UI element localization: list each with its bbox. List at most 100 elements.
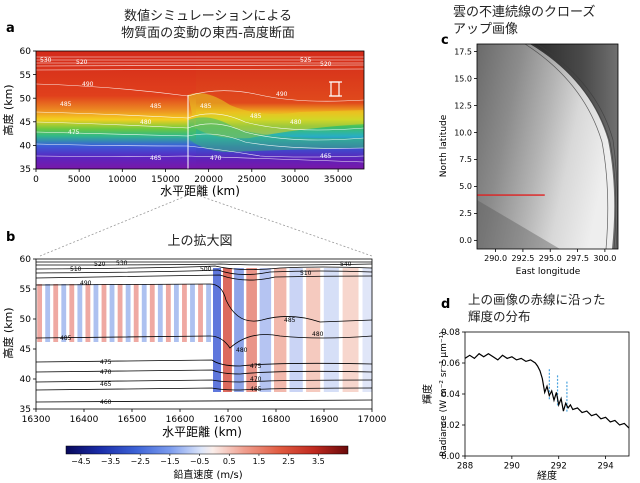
colorbar-tick-label: 1.5: [253, 457, 266, 466]
panel-c-xtick-label: 292.5: [511, 254, 534, 263]
velocity-stripe: [125, 284, 131, 342]
panel-a-title-line1: 数値シミュレーションによる: [124, 8, 292, 24]
svg-text:485: 485: [200, 103, 212, 110]
velocity-stripe: [289, 268, 303, 392]
panel-a-ytick-label: 45: [20, 118, 31, 128]
velocity-stripe: [190, 284, 195, 342]
velocity-stripe: [101, 284, 107, 342]
panel-c-axes: 290.0 292.5 295.0 297.5 300.0 0.0 2.5 5.0 7.5 10.…: [454, 47, 616, 263]
velocity-stripe: [198, 284, 203, 342]
svg-text:520: 520: [94, 261, 106, 268]
panel-c-xtick-label: 300.0: [593, 254, 616, 263]
velocity-stripe: [85, 284, 91, 342]
panel-d-title-line2: 輝度の分布: [468, 309, 531, 324]
svg-text:465: 465: [150, 155, 162, 162]
velocity-stripe: [384, 268, 402, 392]
svg-text:490: 490: [276, 91, 288, 98]
colorbar-tick-label: −0.5: [190, 457, 209, 466]
panel-a-xlabel: 水平距離 (km): [160, 184, 240, 198]
panel-b-ytick-label: 45: [20, 345, 31, 355]
svg-text:540: 540: [340, 261, 352, 268]
panel-b-xtick-label: 16800: [262, 415, 291, 425]
panel-a-ytick-label: 50: [20, 94, 32, 104]
panel-b-xtick-label: 16300: [22, 415, 51, 425]
panel-a-ytick-label: 55: [20, 71, 31, 81]
panel-c-ytick-label: 0.0: [459, 236, 472, 245]
panel-c-ylabel: North latitude: [439, 114, 449, 177]
panel-b-contours: [36, 261, 372, 403]
panel-d-axes: 288 290 292 294 0.00 0.02 0.04 0.06 0.08: [441, 328, 614, 472]
panel-b-letter: b: [6, 230, 15, 245]
panel-b-xtick-label: 17000: [358, 415, 387, 425]
svg-text:485: 485: [60, 101, 72, 108]
panel-c-title-line1: 雲の不連続線のクローズ: [453, 4, 595, 20]
panel-b-xtick-label: 16900: [310, 415, 339, 425]
panel-a-xtick-label: 5000: [68, 175, 91, 185]
panel-a-xtick-label: 25000: [237, 175, 266, 185]
panel-d-xtick-label: 290: [504, 462, 520, 472]
panel-a-xtick-label: 20000: [194, 175, 223, 185]
velocity-stripe: [77, 284, 83, 342]
panel-a-ylabel: 高度 (km): [1, 84, 15, 135]
svg-text:490: 490: [80, 280, 92, 287]
svg-text:510: 510: [70, 266, 82, 273]
panel-c-ytick-label: 7.5: [459, 155, 472, 164]
panel-a-heatmap: 530 520 525 520 490 490 485 485 485 485 480 475 4…: [36, 51, 364, 169]
svg-text:475: 475: [100, 359, 112, 366]
velocity-stripe: [149, 284, 155, 342]
velocity-stripe: [234, 268, 244, 392]
panel-d-letter: d: [441, 297, 450, 312]
panel-b-velocity-field: [37, 268, 402, 392]
panel-b-axes: 16300 16400 16500 16600 16700 16800 16900 17000…: [20, 255, 387, 425]
panel-b-ytick-label: 50: [20, 315, 32, 325]
panel-d: d 上の画像の赤線に沿った 輝度の分布 288 290 292 294 0.00 0.02…: [421, 292, 630, 482]
svg-text:520: 520: [320, 61, 332, 68]
panel-a-ytick-label: 40: [20, 142, 32, 152]
panel-c-ytick-label: 15.0: [454, 74, 472, 83]
svg-text:470: 470: [100, 369, 112, 376]
panel-c-xtick-label: 297.5: [566, 254, 589, 263]
colorbar-tick-label: −3.5: [101, 457, 120, 466]
velocity-stripe: [342, 268, 359, 392]
panel-a-ytick-label: 35: [20, 165, 31, 175]
velocity-stripe: [323, 268, 339, 392]
svg-text:465: 465: [250, 386, 262, 393]
panel-c: c 雲の不連続線のクローズ アップ画像 290.0 292.5 295.0 297.5…: [439, 4, 619, 277]
svg-text:465: 465: [100, 381, 112, 388]
panel-b-ytick-label: 40: [20, 375, 32, 385]
panel-b-ylabel: 高度 (km): [1, 307, 15, 358]
colorbar-label: 鉛直速度 (m/s): [173, 468, 242, 481]
panel-b-xtick-label: 16400: [70, 415, 99, 425]
velocity-stripe: [306, 268, 321, 392]
panel-a-xtick-label: 30000: [281, 175, 310, 185]
velocity-stripe: [61, 284, 67, 342]
svg-text:470: 470: [210, 155, 222, 162]
velocity-stripe: [133, 284, 139, 342]
panel-d-ytick-label: 0.02: [441, 421, 460, 431]
svg-text:510: 510: [300, 270, 312, 277]
velocity-stripe: [182, 284, 187, 342]
svg-text:470: 470: [250, 376, 262, 383]
panel-a-ytick-label: 60: [20, 47, 32, 57]
panel-c-xlabel: East longitude: [516, 267, 581, 277]
svg-text:520: 520: [76, 59, 88, 66]
svg-text:480: 480: [312, 331, 324, 338]
panel-d-ytick-label: 0.08: [441, 328, 460, 338]
panel-d-xtick-label: 292: [551, 462, 567, 472]
panel-d-xlabel: 経度: [537, 469, 557, 482]
panel-b-xlabel: 水平距離 (km): [162, 425, 242, 439]
panel-d-ytick-label: 0.00: [441, 452, 460, 462]
panel-a-title-line2: 物質面の変動の東西-高度断面: [121, 25, 295, 41]
panel-d-radiance-line: [465, 352, 629, 429]
velocity-stripe: [213, 268, 221, 392]
panel-a-xtick-label: 35000: [324, 175, 353, 185]
panel-d-xtick-label: 288: [457, 462, 473, 472]
colorbar-tick-label: 0.5: [223, 457, 236, 466]
panel-b-ytick-label: 55: [20, 285, 31, 295]
panel-a-axes: 0 5000 10000 15000 20000 25000 30000 35000 35 40 4…: [20, 47, 353, 185]
velocity-stripe: [157, 284, 163, 342]
svg-text:530: 530: [40, 57, 52, 64]
velocity-stripe: [117, 284, 123, 342]
panel-c-ytick-label: 17.5: [454, 47, 472, 56]
